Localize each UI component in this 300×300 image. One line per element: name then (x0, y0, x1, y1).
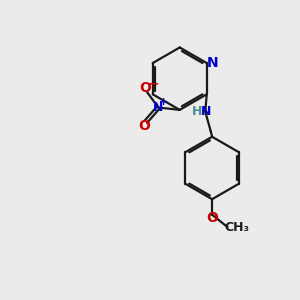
Text: O: O (206, 211, 218, 225)
Text: H: H (192, 105, 202, 118)
Text: N: N (206, 56, 218, 70)
Text: N: N (153, 101, 164, 114)
Text: O: O (138, 118, 150, 133)
Text: N: N (201, 105, 212, 118)
Text: O: O (140, 81, 152, 95)
Text: −: − (148, 77, 159, 91)
Text: +: + (159, 97, 168, 107)
Text: CH₃: CH₃ (225, 220, 250, 234)
